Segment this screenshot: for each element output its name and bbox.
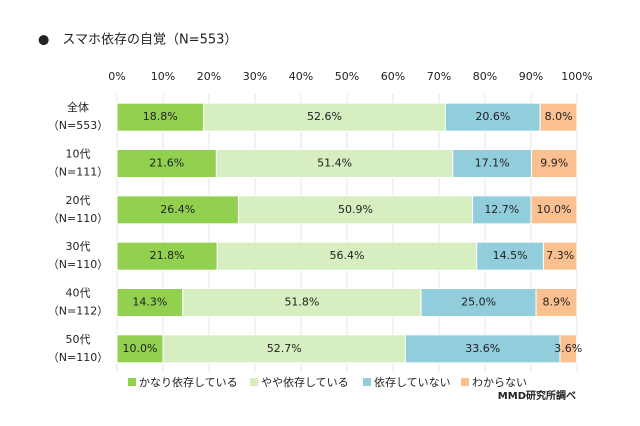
bar-segment xyxy=(476,241,544,271)
bar-segment xyxy=(216,241,478,271)
legend-label: かなり依存している xyxy=(139,375,238,389)
value-label: 17.1% xyxy=(475,157,510,170)
value-label: 14.3% xyxy=(132,296,167,309)
value-label: 51.8% xyxy=(284,296,319,309)
chart-title: ● スマホ依存の自覚（N=553） xyxy=(38,33,237,48)
value-label: 25.0% xyxy=(461,296,496,309)
x-tick-label: 40% xyxy=(289,70,313,83)
category-label: （N=110） xyxy=(48,258,108,271)
value-label: 33.6% xyxy=(465,342,500,355)
legend-label: やや依存している xyxy=(261,375,349,389)
legend-swatch xyxy=(250,378,258,386)
value-label: 51.4% xyxy=(317,157,352,170)
bar-segment xyxy=(116,149,217,178)
value-label: 21.6% xyxy=(149,157,184,170)
bar-segment xyxy=(404,334,561,364)
x-tick-label: 0% xyxy=(108,70,125,83)
value-label: 21.8% xyxy=(150,249,185,262)
x-tick-label: 50% xyxy=(335,70,359,83)
bar-segment xyxy=(116,334,164,364)
bar-segment xyxy=(530,149,578,178)
category-label: 40代 xyxy=(66,287,91,300)
value-label: 14.5% xyxy=(493,249,528,262)
bar-segment xyxy=(116,102,204,132)
value-label: 8.9% xyxy=(543,296,571,309)
value-label: 50.9% xyxy=(338,203,373,216)
bar-segment xyxy=(559,334,578,364)
x-tick-label: 60% xyxy=(381,70,405,83)
x-tick-label: 80% xyxy=(473,70,497,83)
bar-segment xyxy=(202,102,446,132)
legend-swatch xyxy=(363,378,371,386)
value-label: 52.7% xyxy=(267,342,302,355)
category-label: 全体 xyxy=(67,100,89,114)
value-label: 7.3% xyxy=(546,249,574,262)
category-label: 30代 xyxy=(66,240,91,253)
source: MMD研究所調べ xyxy=(498,389,576,402)
value-label: 10.0% xyxy=(123,342,158,355)
value-label: 26.4% xyxy=(160,203,195,216)
bar-segment xyxy=(452,149,532,178)
x-tick-label: 100% xyxy=(561,70,592,83)
bar-segment xyxy=(542,241,578,271)
value-label: 56.4% xyxy=(330,249,365,262)
bar-segment xyxy=(539,102,578,132)
bar-segment xyxy=(182,288,422,317)
value-label: 10.0% xyxy=(537,203,572,216)
value-label: 3.6% xyxy=(554,342,582,355)
x-tick-label: 70% xyxy=(427,70,451,83)
category-label: （N=111） xyxy=(48,166,108,179)
bar-segment xyxy=(420,288,537,317)
bar-segment xyxy=(472,195,532,225)
bar-segment xyxy=(116,195,239,225)
value-label: 9.9% xyxy=(540,157,568,170)
value-label: 18.8% xyxy=(143,110,178,123)
value-label: 52.6% xyxy=(307,110,342,123)
bar-segment xyxy=(215,149,454,178)
bar-segment xyxy=(535,288,578,317)
category-label: 10代 xyxy=(66,148,91,161)
bar-segment xyxy=(162,334,406,364)
value-label: 8.0% xyxy=(545,110,573,123)
x-tick-label: 90% xyxy=(519,70,543,83)
category-label: （N=112） xyxy=(48,305,108,318)
legend-label: 依存していない xyxy=(374,375,451,389)
value-label: 12.7% xyxy=(484,203,519,216)
legend-swatch xyxy=(128,378,136,386)
x-tick-label: 30% xyxy=(243,70,267,83)
category-label: 20代 xyxy=(66,194,91,207)
x-tick-label: 10% xyxy=(151,70,175,83)
x-tick-label: 20% xyxy=(197,70,221,83)
legend-swatch xyxy=(461,378,469,386)
category-label: （N=110） xyxy=(48,351,108,364)
category-label: 50代 xyxy=(66,333,91,346)
bar-segment xyxy=(237,195,474,225)
value-label: 20.6% xyxy=(475,110,510,123)
legend-label: わからない xyxy=(472,376,527,389)
bar-segment xyxy=(116,241,218,271)
category-label: （N=110） xyxy=(48,212,108,225)
category-label: （N=553） xyxy=(48,119,108,132)
bar-segment xyxy=(530,195,578,225)
bar-segment xyxy=(116,288,184,317)
